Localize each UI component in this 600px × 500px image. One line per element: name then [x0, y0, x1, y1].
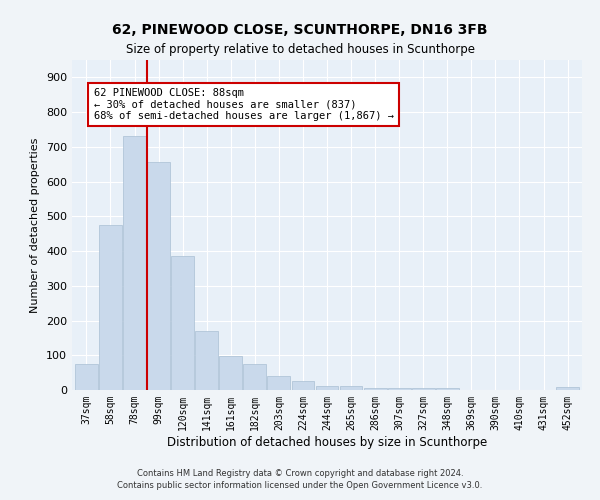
Bar: [171, 256, 194, 390]
Bar: [99, 225, 122, 390]
Bar: [123, 136, 146, 390]
Text: 62 PINEWOOD CLOSE: 88sqm
← 30% of detached houses are smaller (837)
68% of semi-: 62 PINEWOOD CLOSE: 88sqm ← 30% of detach…: [94, 88, 394, 121]
Bar: [316, 386, 338, 390]
Bar: [244, 364, 266, 390]
Bar: [147, 162, 170, 390]
Bar: [364, 388, 386, 390]
Bar: [220, 356, 242, 390]
Bar: [340, 386, 362, 390]
Text: Size of property relative to detached houses in Scunthorpe: Size of property relative to detached ho…: [125, 42, 475, 56]
Bar: [556, 387, 579, 390]
Bar: [195, 331, 218, 390]
Bar: [292, 380, 314, 390]
Y-axis label: Number of detached properties: Number of detached properties: [31, 138, 40, 312]
Bar: [75, 364, 98, 390]
Bar: [388, 388, 410, 390]
X-axis label: Distribution of detached houses by size in Scunthorpe: Distribution of detached houses by size …: [167, 436, 487, 448]
Bar: [412, 388, 434, 390]
Bar: [436, 388, 459, 390]
Text: 62, PINEWOOD CLOSE, SCUNTHORPE, DN16 3FB: 62, PINEWOOD CLOSE, SCUNTHORPE, DN16 3FB: [112, 22, 488, 36]
Bar: [268, 376, 290, 390]
Text: Contains HM Land Registry data © Crown copyright and database right 2024.
Contai: Contains HM Land Registry data © Crown c…: [118, 468, 482, 490]
